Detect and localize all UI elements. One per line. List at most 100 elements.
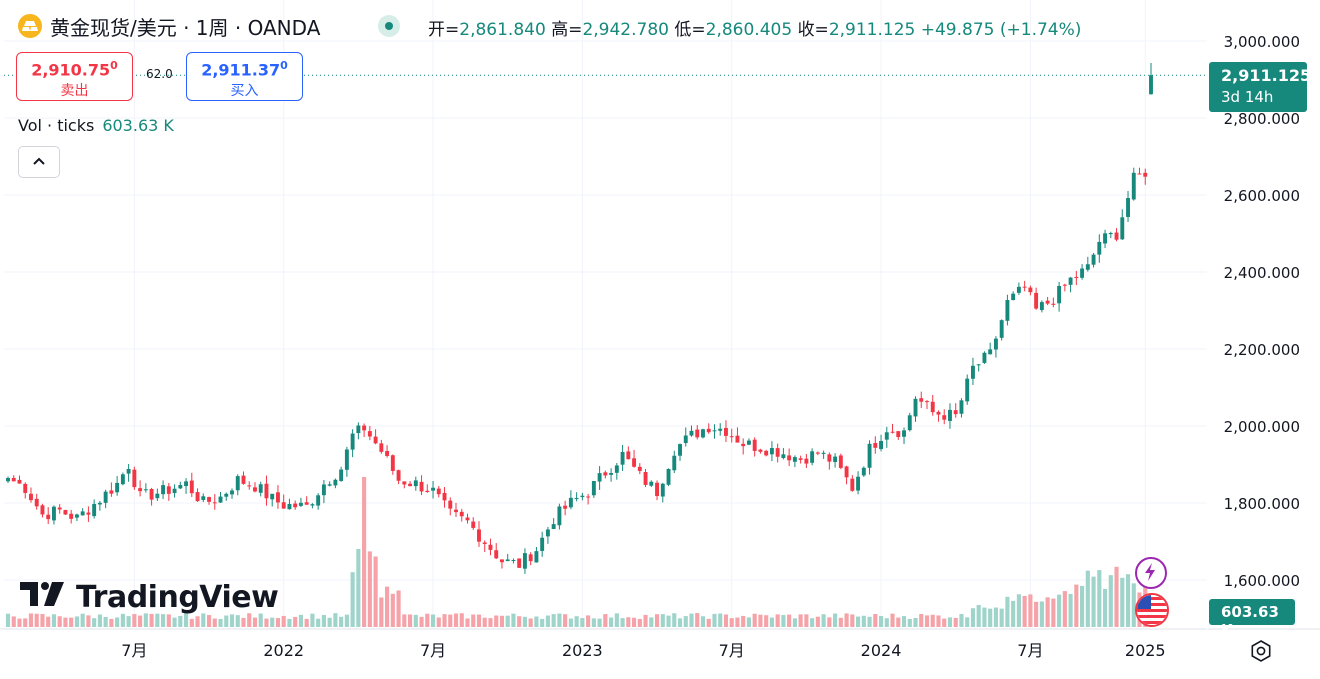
volume-bar [833, 613, 838, 627]
candle [69, 509, 74, 524]
candle-body [712, 430, 717, 432]
volume-bar [40, 614, 45, 627]
candle-body [270, 493, 275, 500]
sell-button[interactable]: 2,910.750 卖出 [16, 52, 133, 101]
candles [6, 63, 1153, 574]
candle [833, 453, 838, 468]
candle [333, 478, 338, 489]
tradingview-logo[interactable]: TradingView [20, 578, 280, 615]
candle [666, 468, 671, 487]
candle-body [356, 425, 361, 434]
candle [362, 423, 367, 437]
candle-body [1114, 232, 1119, 240]
candle [959, 398, 964, 418]
volume-bar [551, 614, 556, 627]
volume-bar [183, 613, 189, 627]
gold-bars-icon [18, 14, 42, 38]
candle-body [436, 488, 441, 495]
volume-bar [511, 613, 516, 627]
candle-body [86, 512, 91, 515]
candle-body [293, 503, 298, 508]
candle-body [413, 480, 418, 487]
volume-bar [63, 617, 68, 627]
volume-legend[interactable]: Vol · ticks 603.63 K [18, 116, 174, 135]
volume-bar [649, 617, 654, 627]
collapse-legend-button[interactable] [18, 146, 60, 178]
spread-value: 62.0 [146, 67, 173, 81]
volume-bar [138, 615, 143, 627]
candle-body [741, 443, 746, 447]
volume-bar [850, 614, 855, 627]
event-flash-icon[interactable] [1135, 557, 1167, 589]
candle [942, 409, 947, 425]
volume-bar [46, 616, 51, 627]
us-flag-event-icon[interactable] [1135, 593, 1169, 627]
volume-bar [51, 614, 57, 627]
candle-body [235, 476, 240, 491]
volume-bar [1022, 595, 1027, 627]
candle [431, 480, 435, 499]
candle [212, 494, 217, 510]
candle [120, 472, 125, 486]
volume-bar [901, 616, 907, 627]
candle-body [258, 484, 263, 493]
candle-body [798, 458, 803, 460]
volume-bar [344, 614, 349, 627]
candle-body [74, 514, 79, 518]
volume-bar [362, 477, 367, 627]
candle [689, 425, 694, 437]
candle [913, 396, 918, 422]
candle [235, 474, 240, 496]
volume-bar [57, 616, 62, 627]
volume-bar [252, 617, 258, 627]
volume-bar [919, 614, 924, 627]
symbol-title[interactable]: 黄金现货/美元 · 1周 · OANDA [50, 16, 321, 40]
open-label: 开= [428, 20, 460, 40]
volume-bar [976, 604, 981, 627]
volume-bar [419, 616, 424, 627]
candle-body [827, 454, 832, 462]
market-open-indicator[interactable] [378, 15, 400, 37]
candle-body [57, 507, 62, 510]
grid [4, 0, 1207, 628]
candle-body [40, 505, 45, 515]
time-tick-label: 7月 [719, 641, 745, 660]
volume-bar [586, 615, 591, 627]
candle [1022, 280, 1027, 292]
candle [11, 475, 16, 482]
candle [936, 410, 941, 422]
candle [879, 434, 883, 452]
volume-bar [1011, 600, 1016, 627]
candle-body [1034, 292, 1039, 309]
buy-button[interactable]: 2,911.370 买入 [186, 52, 303, 101]
volume-bar [574, 616, 579, 627]
volume-bar [264, 618, 269, 627]
volume-bar [17, 618, 22, 627]
candle-body [993, 338, 998, 350]
volume-legend-label: Vol · ticks [18, 116, 95, 135]
volume-bar [488, 618, 493, 627]
candle [1131, 167, 1136, 201]
candle [86, 506, 91, 522]
volume-bar [241, 617, 246, 627]
candle-body [264, 483, 269, 499]
candle [1057, 281, 1062, 312]
candle-body [362, 425, 367, 431]
candle-body [230, 490, 234, 495]
candle [746, 438, 751, 446]
candle-body [189, 480, 194, 494]
candle-body [879, 440, 883, 450]
candle-body [494, 550, 499, 559]
settings-icon[interactable] [1249, 639, 1273, 663]
candle [1143, 168, 1148, 185]
volume-bar [815, 616, 820, 627]
volume-bar [189, 618, 194, 627]
candle-body [212, 502, 217, 504]
volume-bar [856, 616, 861, 627]
candle [603, 470, 608, 479]
candle [724, 420, 728, 442]
volume-bar [1108, 575, 1113, 627]
